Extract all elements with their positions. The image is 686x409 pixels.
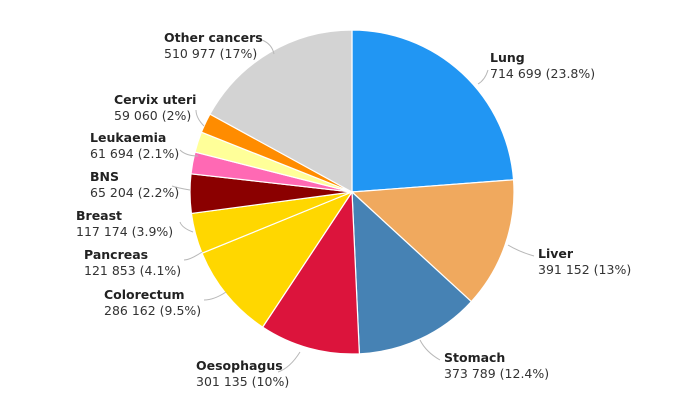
slice-label-name-breast: Breast	[76, 208, 122, 223]
slice-label-name-lung: Lung	[490, 50, 525, 65]
pie-slice-other-cancers	[209, 29, 353, 194]
slice-label-value-colorectum: 286 162 (9.5%)	[104, 303, 201, 318]
leader-line-lung	[477, 69, 489, 85]
slice-label-value-pancreas: 121 853 (4.1%)	[84, 263, 181, 278]
slice-label-value-lung: 714 699 (23.8%)	[490, 66, 595, 81]
leader-line-cervix-uteri	[195, 109, 205, 127]
pie-slice-colorectum	[201, 190, 354, 328]
leader-line-oesophagus	[277, 351, 301, 373]
slice-label-value-oesophagus: 301 135 (10%)	[196, 374, 289, 389]
leader-lines-layer	[171, 39, 535, 373]
leader-line-leukaemia	[179, 149, 199, 157]
slices-layer	[189, 29, 515, 355]
pie-slice-oesophagus	[261, 190, 361, 355]
slice-label-name-other-cancers: Other cancers	[164, 30, 263, 45]
slice-label-value-stomach: 373 789 (12.4%)	[444, 366, 549, 381]
slice-label-name-liver: Liver	[538, 246, 574, 261]
slice-label-value-liver: 391 152 (13%)	[538, 262, 631, 277]
slice-label-name-leukaemia: Leukaemia	[90, 130, 166, 145]
leader-line-stomach	[419, 339, 441, 361]
leader-line-liver	[507, 244, 535, 257]
slice-label-name-oesophagus: Oesophagus	[196, 358, 283, 373]
slice-label-value-other-cancers: 510 977 (17%)	[164, 46, 257, 61]
leader-line-other-cancers	[261, 39, 275, 55]
pie-slice-liver	[350, 179, 515, 303]
leader-line-breast	[179, 221, 194, 233]
pie-slice-stomach	[351, 190, 473, 355]
pie-slice-lung	[351, 29, 515, 193]
slice-label-value-leukaemia: 61 694 (2.1%)	[90, 146, 179, 161]
slice-label-value-cervix-uteri: 59 060 (2%)	[114, 108, 191, 123]
slice-label-name-pancreas: Pancreas	[84, 247, 148, 262]
leader-line-pancreas	[183, 251, 203, 261]
slice-label-name-stomach: Stomach	[444, 350, 505, 365]
slice-label-value-bns: 65 204 (2.2%)	[90, 185, 179, 200]
leader-line-colorectum	[203, 291, 227, 301]
slice-label-name-bns: BNS	[90, 169, 119, 184]
slice-label-name-cervix-uteri: Cervix uteri	[114, 92, 196, 107]
slice-label-name-colorectum: Colorectum	[104, 287, 185, 302]
leader-line-bns	[171, 185, 191, 191]
slice-label-value-breast: 117 174 (3.9%)	[76, 224, 173, 239]
